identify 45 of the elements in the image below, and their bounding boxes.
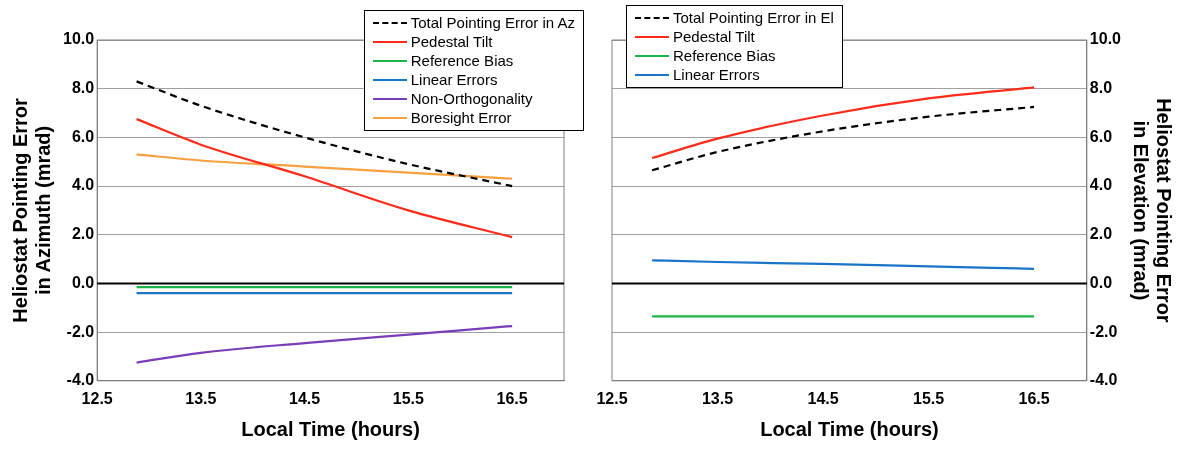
- y2-tick-label: -4.0: [1089, 371, 1118, 389]
- x-tick-label: 13.5: [701, 389, 734, 407]
- x-tick-label: 15.5: [913, 389, 945, 407]
- legend-label: Boresight Error: [410, 108, 512, 127]
- y-tick-label: 6.0: [71, 127, 95, 145]
- y-tick-label: -2.0: [66, 322, 95, 340]
- y2-tick-label: 0.0: [1089, 273, 1113, 291]
- y-tick-label: 10.0: [63, 30, 95, 48]
- y2-tick-label: 8.0: [1089, 79, 1113, 97]
- legend-label: Total Pointing Error in El: [673, 8, 834, 27]
- y2-tick-label: 4.0: [1089, 176, 1113, 194]
- line-series: [135, 153, 514, 180]
- y2-axis-title: Heliostat Pointing Error in Elevation (mrad): [1129, 98, 1175, 323]
- y-axis-title: Heliostat Pointing Error in Azimuth (mrad): [9, 97, 55, 323]
- y2-tick-label: 10.0: [1089, 30, 1122, 48]
- line-series: [135, 324, 514, 364]
- x-axis-title: Local Time (hours): [760, 417, 939, 440]
- y-tick-label: 0.0: [71, 273, 95, 291]
- line-series: [651, 86, 1036, 160]
- line-series: [651, 259, 1036, 270]
- legend-label: Linear Errors: [410, 70, 498, 89]
- y2-tick-label: 6.0: [1089, 127, 1113, 145]
- y-tick-label: 8.0: [71, 79, 95, 97]
- legend-label: Non-Orthogonality: [410, 89, 533, 108]
- y2-tick-label: 2.0: [1089, 225, 1113, 243]
- x-tick-label: 15.5: [392, 389, 425, 407]
- y-tick-label: -4.0: [66, 371, 95, 389]
- y2-tick-label: -2.0: [1089, 322, 1118, 340]
- legend-label: Reference Bias: [673, 46, 776, 65]
- x-tick-label: 12.5: [596, 389, 628, 407]
- line-series: [651, 105, 1036, 172]
- legend-label: Reference Bias: [410, 51, 514, 70]
- x-tick-label: 16.5: [1018, 389, 1050, 407]
- x-tick-label: 14.5: [807, 389, 839, 407]
- y-tick-label: 2.0: [71, 225, 95, 243]
- legend-label: Total Pointing Error in Az: [410, 13, 575, 32]
- x-tick-label: 16.5: [496, 389, 528, 407]
- legend-label: Pedestal Tilt: [673, 27, 755, 46]
- x-tick-label: 14.5: [289, 389, 321, 407]
- legend-label: Linear Errors: [673, 65, 760, 84]
- x-tick-label: 12.5: [81, 389, 113, 407]
- x-axis-title: Local Time (hours): [241, 417, 420, 440]
- y-tick-label: 4.0: [71, 176, 95, 194]
- x-tick-label: 13.5: [185, 389, 217, 407]
- legend-label: Pedestal Tilt: [410, 32, 493, 51]
